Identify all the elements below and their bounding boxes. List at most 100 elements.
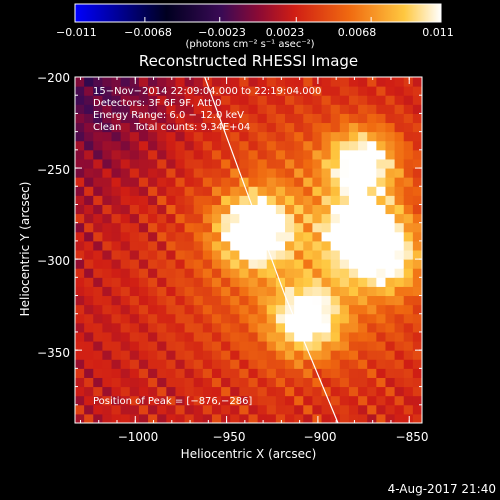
heatmap-cell [376,377,386,388]
heatmap-cell [330,277,341,287]
heatmap-cell [75,259,85,269]
heatmap-cell [330,240,341,251]
heatmap-cell [93,286,103,297]
heatmap-cell [412,386,422,397]
heatmap-cell [348,204,359,215]
heatmap-cell [166,331,176,342]
heatmap-cell [257,277,268,287]
heatmap-cell [248,286,259,297]
heatmap-cell [257,322,268,333]
heatmap-cell [358,122,368,133]
heatmap-cell [321,286,332,297]
heatmap-cell [202,295,213,306]
heatmap-cell [303,277,313,287]
heatmap-cell [111,86,122,96]
heatmap-cell [412,368,422,378]
heatmap-cell [367,250,377,260]
heatmap-cell [120,222,131,233]
heatmap-cell [202,122,213,133]
heatmap-cell [321,231,332,242]
heatmap-cell [321,177,332,187]
heatmap-cell [321,158,332,169]
heatmap-cell [339,122,350,133]
heatmap-cell [376,213,386,224]
heatmap-image [75,77,422,423]
heatmap-cell [257,413,268,423]
heatmap-cell [84,350,94,360]
heatmap-cell [129,395,140,406]
heatmap-cell [348,259,359,269]
heatmap-cell [211,168,222,178]
heatmap-cell [403,149,414,160]
heatmap-cell [294,250,304,260]
heatmap-cell [84,286,94,297]
heatmap-cell [303,304,313,315]
heatmap-cell [266,359,277,369]
heatmap-cell [285,404,295,415]
heatmap-cell [230,86,240,96]
heatmap-cell [157,177,167,187]
heatmap-cell [294,395,304,406]
heatmap-cell [239,113,249,124]
heatmap-cell [285,158,295,169]
heatmap-cell [148,404,158,415]
heatmap-cell [111,322,122,333]
heatmap-cell [111,359,122,369]
heatmap-cell [84,95,94,105]
heatmap-cell [111,386,122,397]
heatmap-cell [166,259,176,269]
heatmap-cell [303,104,313,114]
heatmap-cell [257,86,268,96]
heatmap-cell [385,268,396,278]
heatmap-cell [221,304,231,315]
heatmap-cell [157,341,167,351]
heatmap-cell [148,304,158,315]
heatmap-cell [157,259,167,269]
heatmap-cell [367,186,377,196]
heatmap-cell [394,158,405,169]
heatmap-cell [339,213,350,224]
heatmap-cell [348,140,359,151]
heatmap-cell [129,331,140,342]
heatmap-cell [294,368,304,378]
heatmap-cell [93,104,103,114]
heatmap-cell [148,95,158,105]
heatmap-cell [193,104,204,114]
heatmap-cell [348,240,359,251]
heatmap-cell [248,149,259,160]
heatmap-cell [285,413,295,423]
heatmap-cell [321,368,332,378]
y-axis-label: Heliocentric Y (arcsec) [18,181,32,317]
heatmap-cell [120,186,131,196]
heatmap-cell [75,350,85,360]
heatmap-cell [275,250,286,260]
heatmap-cell [202,168,213,178]
heatmap-cell [239,149,249,160]
heatmap-cell [339,158,350,169]
heatmap-cell [239,204,249,215]
heatmap-cell [111,377,122,388]
heatmap-cell [148,295,158,306]
heatmap-cell [303,77,313,87]
heatmap-cell [129,131,140,142]
heatmap-cell [166,240,176,251]
heatmap-cell [93,231,103,242]
heatmap-cell [166,413,176,423]
heatmap-cell [230,95,240,105]
heatmap-cell [403,95,414,105]
heatmap-cell [93,77,103,87]
heatmap-cell [294,331,304,342]
heatmap-cell [285,277,295,287]
heatmap-cell [266,222,277,233]
heatmap-cell [239,350,249,360]
heatmap-cell [75,204,85,215]
heatmap-cell [211,404,222,415]
heatmap-cell [230,240,240,251]
heatmap-cell [412,195,422,205]
heatmap-cell [248,95,259,105]
heatmap-cell [358,213,368,224]
heatmap-cell [257,304,268,315]
heatmap-cell [312,95,323,105]
heatmap-cell [248,177,259,187]
